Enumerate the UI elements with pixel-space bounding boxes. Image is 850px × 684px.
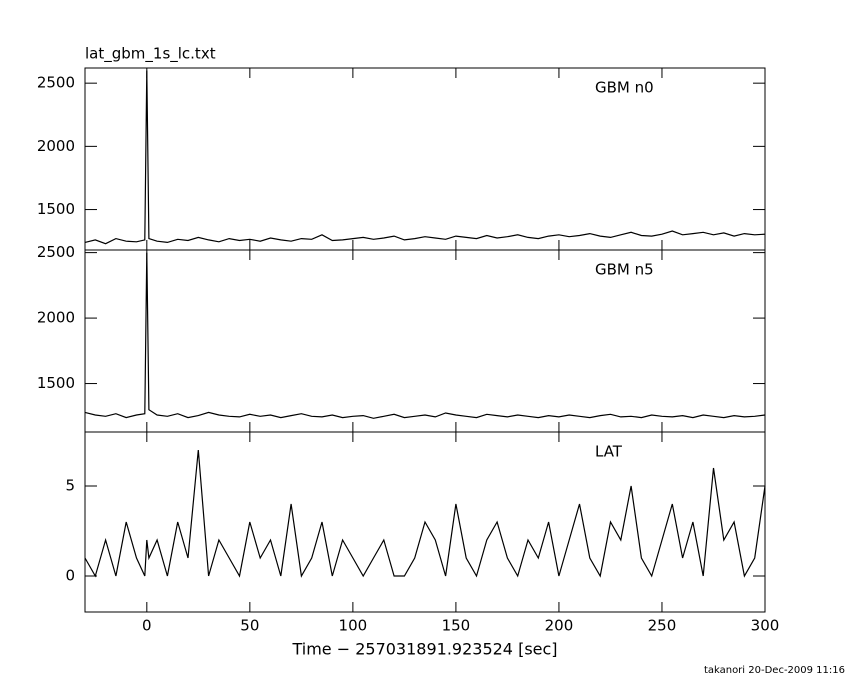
y-tick-label: 2000 [37,309,75,327]
x-axis-label: Time − 257031891.923524 [sec] [291,640,557,659]
x-tick-label: 50 [240,617,259,635]
x-tick-label: 250 [648,617,677,635]
panel-frame [84,249,766,433]
panel-frame [84,431,766,613]
y-tick-label: 0 [65,567,75,585]
light-curve [84,70,766,245]
x-tick-label: 100 [339,617,368,635]
light-curve [84,449,766,578]
panel-label: GBM n0 [595,79,654,97]
footer: takanori 20-Dec-2009 11:16 [704,665,845,676]
x-tick-label: 200 [545,617,574,635]
x-tick-label: 150 [442,617,471,635]
panel-label: LAT [595,443,623,461]
y-tick-label: 2000 [37,137,75,155]
panel-frame [84,67,766,251]
chart-title: lat_gbm_1s_lc.txt [85,45,216,64]
y-tick-label: 5 [65,477,75,495]
y-tick-label: 2500 [37,243,75,261]
y-tick-label: 2500 [37,74,75,92]
y-tick-label: 1500 [37,374,75,392]
light-curve [84,252,766,419]
x-tick-label: 300 [751,617,780,635]
y-tick-label: 1500 [37,200,75,218]
panel-label: GBM n5 [595,261,654,279]
x-tick-label: 0 [142,617,152,635]
